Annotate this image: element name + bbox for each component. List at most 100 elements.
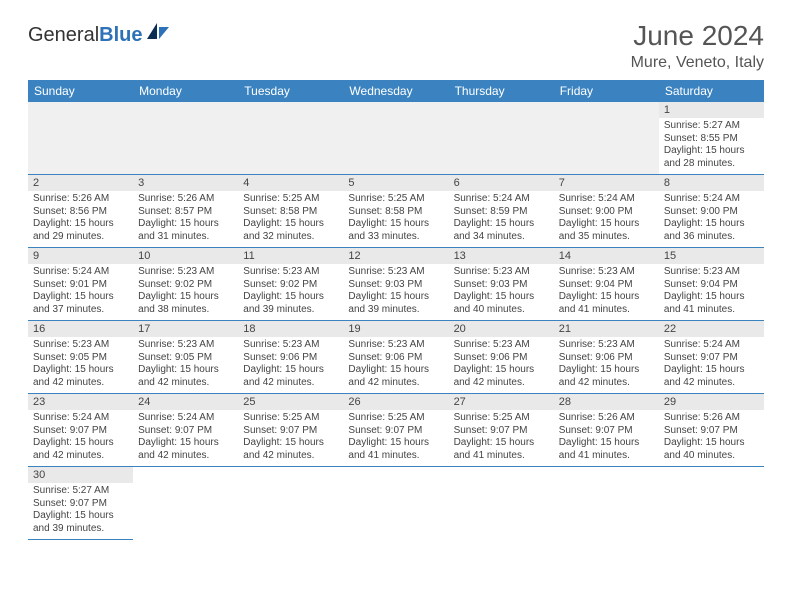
day-details: Sunrise: 5:23 AMSunset: 9:06 PMDaylight:… <box>554 337 659 393</box>
day-details: Sunrise: 5:24 AMSunset: 9:07 PMDaylight:… <box>659 337 764 393</box>
day-details: Sunrise: 5:27 AMSunset: 8:55 PMDaylight:… <box>659 118 764 174</box>
sunrise-line: Sunrise: 5:27 AM <box>664 120 759 133</box>
day-details: Sunrise: 5:25 AMSunset: 9:07 PMDaylight:… <box>238 410 343 466</box>
sunset-line: Sunset: 9:04 PM <box>559 279 654 292</box>
day-details: Sunrise: 5:26 AMSunset: 8:57 PMDaylight:… <box>133 191 238 247</box>
day-number: 6 <box>449 175 554 191</box>
daylight-line: Daylight: 15 hours and 40 minutes. <box>454 291 549 316</box>
calendar-cell <box>343 102 448 175</box>
day-details: Sunrise: 5:26 AMSunset: 9:07 PMDaylight:… <box>554 410 659 466</box>
daylight-line: Daylight: 15 hours and 39 minutes. <box>33 510 128 535</box>
day-number: 23 <box>28 394 133 410</box>
day-number: 14 <box>554 248 659 264</box>
day-details: Sunrise: 5:24 AMSunset: 9:00 PMDaylight:… <box>659 191 764 247</box>
sunset-line: Sunset: 9:07 PM <box>33 425 128 438</box>
calendar-cell <box>554 467 659 540</box>
weekday-header: Saturday <box>659 80 764 102</box>
calendar-cell: 27Sunrise: 5:25 AMSunset: 9:07 PMDayligh… <box>449 394 554 467</box>
calendar-cell: 18Sunrise: 5:23 AMSunset: 9:06 PMDayligh… <box>238 321 343 394</box>
sunrise-line: Sunrise: 5:23 AM <box>559 339 654 352</box>
calendar-cell: 28Sunrise: 5:26 AMSunset: 9:07 PMDayligh… <box>554 394 659 467</box>
daylight-line: Daylight: 15 hours and 42 minutes. <box>138 364 233 389</box>
daylight-line: Daylight: 15 hours and 35 minutes. <box>559 218 654 243</box>
sunrise-line: Sunrise: 5:23 AM <box>348 339 443 352</box>
sunset-line: Sunset: 9:05 PM <box>138 352 233 365</box>
sunrise-line: Sunrise: 5:26 AM <box>664 412 759 425</box>
sunrise-line: Sunrise: 5:23 AM <box>664 266 759 279</box>
day-number: 18 <box>238 321 343 337</box>
calendar-cell: 14Sunrise: 5:23 AMSunset: 9:04 PMDayligh… <box>554 248 659 321</box>
day-details: Sunrise: 5:23 AMSunset: 9:04 PMDaylight:… <box>554 264 659 320</box>
day-number: 19 <box>343 321 448 337</box>
daylight-line: Daylight: 15 hours and 32 minutes. <box>243 218 338 243</box>
daylight-line: Daylight: 15 hours and 41 minutes. <box>559 291 654 316</box>
calendar-cell: 11Sunrise: 5:23 AMSunset: 9:02 PMDayligh… <box>238 248 343 321</box>
sunrise-line: Sunrise: 5:25 AM <box>243 412 338 425</box>
sunset-line: Sunset: 9:07 PM <box>664 425 759 438</box>
day-details: Sunrise: 5:23 AMSunset: 9:04 PMDaylight:… <box>659 264 764 320</box>
daylight-line: Daylight: 15 hours and 42 minutes. <box>243 437 338 462</box>
sunrise-line: Sunrise: 5:23 AM <box>559 266 654 279</box>
calendar-table: SundayMondayTuesdayWednesdayThursdayFrid… <box>28 80 764 540</box>
sunrise-line: Sunrise: 5:24 AM <box>138 412 233 425</box>
day-details: Sunrise: 5:23 AMSunset: 9:06 PMDaylight:… <box>343 337 448 393</box>
daylight-line: Daylight: 15 hours and 42 minutes. <box>348 364 443 389</box>
day-details: Sunrise: 5:24 AMSunset: 9:00 PMDaylight:… <box>554 191 659 247</box>
sunrise-line: Sunrise: 5:24 AM <box>454 193 549 206</box>
day-details: Sunrise: 5:24 AMSunset: 9:07 PMDaylight:… <box>133 410 238 466</box>
daylight-line: Daylight: 15 hours and 42 minutes. <box>138 437 233 462</box>
day-number: 28 <box>554 394 659 410</box>
sunset-line: Sunset: 9:00 PM <box>559 206 654 219</box>
calendar-cell: 2Sunrise: 5:26 AMSunset: 8:56 PMDaylight… <box>28 175 133 248</box>
day-details: Sunrise: 5:25 AMSunset: 8:58 PMDaylight:… <box>238 191 343 247</box>
daylight-line: Daylight: 15 hours and 38 minutes. <box>138 291 233 316</box>
daylight-line: Daylight: 15 hours and 42 minutes. <box>664 364 759 389</box>
daylight-line: Daylight: 15 hours and 39 minutes. <box>348 291 443 316</box>
sunrise-line: Sunrise: 5:24 AM <box>33 266 128 279</box>
day-details: Sunrise: 5:23 AMSunset: 9:06 PMDaylight:… <box>238 337 343 393</box>
title-block: June 2024 Mure, Veneto, Italy <box>631 20 764 72</box>
weekday-header: Monday <box>133 80 238 102</box>
calendar-cell <box>659 467 764 540</box>
weekday-header: Thursday <box>449 80 554 102</box>
daylight-line: Daylight: 15 hours and 42 minutes. <box>243 364 338 389</box>
day-number: 11 <box>238 248 343 264</box>
brand-logo: GeneralBlue <box>28 24 171 47</box>
calendar-cell: 15Sunrise: 5:23 AMSunset: 9:04 PMDayligh… <box>659 248 764 321</box>
daylight-line: Daylight: 15 hours and 39 minutes. <box>243 291 338 316</box>
day-number: 21 <box>554 321 659 337</box>
sunrise-line: Sunrise: 5:24 AM <box>664 339 759 352</box>
sunset-line: Sunset: 8:58 PM <box>243 206 338 219</box>
sunrise-line: Sunrise: 5:25 AM <box>454 412 549 425</box>
daylight-line: Daylight: 15 hours and 31 minutes. <box>138 218 233 243</box>
sunset-line: Sunset: 9:02 PM <box>138 279 233 292</box>
day-details: Sunrise: 5:25 AMSunset: 9:07 PMDaylight:… <box>449 410 554 466</box>
sunset-line: Sunset: 9:01 PM <box>33 279 128 292</box>
daylight-line: Daylight: 15 hours and 41 minutes. <box>559 437 654 462</box>
sunrise-line: Sunrise: 5:23 AM <box>138 339 233 352</box>
day-details: Sunrise: 5:23 AMSunset: 9:03 PMDaylight:… <box>449 264 554 320</box>
day-number: 5 <box>343 175 448 191</box>
sunset-line: Sunset: 9:06 PM <box>454 352 549 365</box>
day-number: 1 <box>659 102 764 118</box>
sunrise-line: Sunrise: 5:23 AM <box>348 266 443 279</box>
day-number: 8 <box>659 175 764 191</box>
brand-part1: General <box>28 24 99 46</box>
calendar-body: 1Sunrise: 5:27 AMSunset: 8:55 PMDaylight… <box>28 102 764 540</box>
calendar-cell <box>133 102 238 175</box>
sunrise-line: Sunrise: 5:24 AM <box>33 412 128 425</box>
day-details: Sunrise: 5:23 AMSunset: 9:05 PMDaylight:… <box>28 337 133 393</box>
day-number: 26 <box>343 394 448 410</box>
brand-part2: Blue <box>99 24 142 46</box>
calendar-cell: 29Sunrise: 5:26 AMSunset: 9:07 PMDayligh… <box>659 394 764 467</box>
daylight-line: Daylight: 15 hours and 42 minutes. <box>33 437 128 462</box>
calendar-cell: 21Sunrise: 5:23 AMSunset: 9:06 PMDayligh… <box>554 321 659 394</box>
calendar-cell: 26Sunrise: 5:25 AMSunset: 9:07 PMDayligh… <box>343 394 448 467</box>
day-number: 25 <box>238 394 343 410</box>
day-number: 16 <box>28 321 133 337</box>
sunrise-line: Sunrise: 5:23 AM <box>454 266 549 279</box>
day-number: 20 <box>449 321 554 337</box>
sunset-line: Sunset: 8:59 PM <box>454 206 549 219</box>
sunrise-line: Sunrise: 5:24 AM <box>664 193 759 206</box>
sunrise-line: Sunrise: 5:25 AM <box>243 193 338 206</box>
